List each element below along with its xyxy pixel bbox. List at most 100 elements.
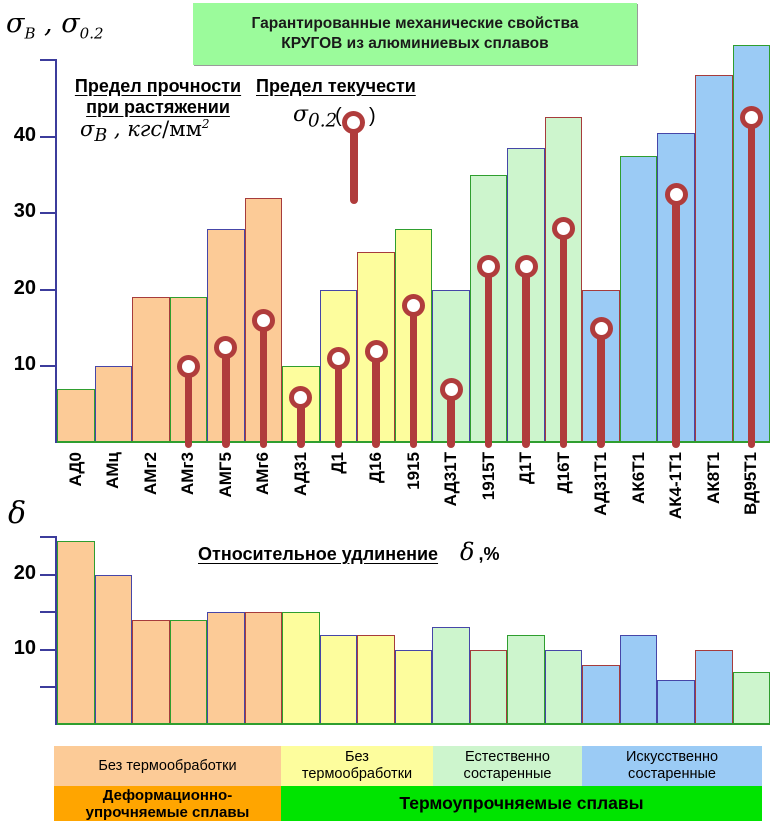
bar-Д1Т <box>507 634 545 725</box>
y-tick-label-20: 20 <box>13 561 36 584</box>
sigma-b-symbol: σ <box>6 8 25 39</box>
tensile-strength-label: Предел прочности при растяжении <box>60 76 256 118</box>
x-label-Д16: Д16 <box>366 452 385 484</box>
bar-АК6Т1 <box>619 155 658 443</box>
x-label-АМг3: АМг3 <box>178 452 198 495</box>
y-tick-label-10: 10 <box>13 353 36 376</box>
bar-АД31 <box>282 612 320 725</box>
y-tick-10 <box>40 365 57 368</box>
yield-marker-АК4-1Т1 <box>664 182 688 206</box>
legend-treatment-cell-3: Искусственно состаренные <box>582 746 762 786</box>
yield-marker-АМг6 <box>251 308 275 332</box>
bar-ВД95Т1 <box>732 672 771 725</box>
legend-treatment-text: Без термообработки <box>98 757 237 774</box>
units-comma: , <box>107 117 128 141</box>
sigma-separator: , <box>35 8 62 39</box>
bar-АМг3 <box>169 619 208 725</box>
x-label-АК6Т1: АК6Т1 <box>628 452 648 504</box>
bar-Д16 <box>357 634 395 725</box>
elongation-title-row: Относительное удлинение δ ,% <box>198 538 500 566</box>
x-label-АМг2: АМг2 <box>140 452 160 495</box>
y-axis-line <box>55 60 57 443</box>
yield-strength-label: Предел текучести <box>256 76 416 96</box>
sigma-02-formula-subscript: 0.2 <box>308 110 338 132</box>
legend-treatment-text: термообработки <box>301 766 413 782</box>
legend-alloy-class-cell-1: Термоупрочняемые сплавы <box>281 786 762 821</box>
yield-marker-stem-АД31 <box>297 397 305 448</box>
bar-АД31Т1 <box>582 664 620 725</box>
yield-strength-formula: σ0.2 <box>293 102 337 131</box>
y-tick-label-30: 30 <box>13 200 36 223</box>
legend-treatment-cell-2: Естественно состаренные <box>433 746 582 786</box>
x-label-Д1Т: Д1Т <box>516 452 536 484</box>
x-label-АК4-1Т1: АК4-1Т1 <box>666 452 686 520</box>
x-label-АД31Т1: АД31Т1 <box>591 452 611 516</box>
legend-treatment-text: Естественно <box>465 749 550 765</box>
x-label-АД31: АД31 <box>290 452 310 496</box>
legend-treatment-cell-0: Без термообработки <box>54 746 281 786</box>
yield-marker-stem-АМГ5 <box>222 347 230 448</box>
bar-Д1 <box>319 634 358 725</box>
yield-marker-Д16 <box>364 339 388 363</box>
units-mm: /мм <box>162 117 202 141</box>
yield-marker-1915 <box>402 293 426 317</box>
y-axis-line <box>55 537 57 725</box>
bar-АМГ5 <box>207 612 245 725</box>
bar-Д16Т <box>544 649 583 725</box>
bar-1915 <box>394 649 433 725</box>
x-label-АК8Т1: АК8Т1 <box>703 452 723 504</box>
x-label-АД0: АД0 <box>65 452 85 487</box>
y-tick-10 <box>40 648 57 651</box>
yield-marker-1915Т <box>477 255 501 279</box>
legend-treatment-cell-1: Без термообработки <box>281 746 433 786</box>
y-tick-30 <box>40 212 57 215</box>
bar-АМг2 <box>132 297 170 443</box>
legend-treatment-text: Искусственно <box>625 749 719 765</box>
x-label-ВД95Т1: ВД95Т1 <box>741 452 761 515</box>
x-label-АМГ5: АМГ5 <box>215 452 235 498</box>
x-label-АМц: АМц <box>103 452 123 489</box>
elongation-delta-symbol: δ <box>460 538 475 566</box>
bar-АД0 <box>57 389 95 443</box>
x-label-1915: 1915 <box>403 452 423 490</box>
legend-alloy-class-text: Деформационно- <box>102 786 233 804</box>
y-tick-20 <box>40 573 57 576</box>
title-line1: Гарантированные механические свойства <box>251 15 579 32</box>
sigma-b-subscript: B <box>24 24 36 43</box>
yield-marker-stem-АД31Т1 <box>597 328 605 448</box>
bar-АМц <box>94 366 133 443</box>
yield-marker-АД31 <box>289 385 313 409</box>
legend-alloy-class-cell-0: Деформационно-упрочняемые сплавы <box>54 786 281 821</box>
x-label-Д1: Д1 <box>328 452 348 474</box>
yield-marker-АД31Т <box>439 377 463 401</box>
sigma-02-subscript: 0.2 <box>79 24 104 43</box>
yield-marker-stem-Д16 <box>372 351 380 448</box>
paren-close: ) <box>369 105 376 127</box>
bar-АК4-1Т1 <box>657 679 695 725</box>
sigma-b-formula-symbol: σ <box>80 117 95 141</box>
yield-marker-stem-АМг6 <box>259 320 268 448</box>
sigma-02-formula-symbol: σ <box>293 102 309 127</box>
units-exponent: 2 <box>201 117 210 131</box>
bar-АМг6 <box>244 612 283 725</box>
legend-treatment-text: состаренные <box>628 766 716 782</box>
legend-alloy-class-text: Термоупрочняемые сплавы <box>399 793 644 813</box>
y-tick-15 <box>40 611 57 614</box>
y-axis-title-sigma: σB , σ0.2 <box>6 8 104 42</box>
x-label-Д16Т: Д16Т <box>553 452 573 494</box>
yield-marker-Д1Т <box>514 255 538 279</box>
elongation-units: ,% <box>478 544 500 564</box>
y-tick-label-10: 10 <box>13 636 36 659</box>
units-kgs: кгс <box>127 117 163 141</box>
x-label-АМг6: АМг6 <box>253 452 273 495</box>
bar-АМц <box>94 574 133 725</box>
yield-marker-АД31Т1 <box>589 316 613 340</box>
bar-АД0 <box>57 540 95 725</box>
yield-marker-ВД95Т1 <box>739 105 763 129</box>
y-tick-50 <box>40 59 57 61</box>
bar-АК8Т1 <box>695 75 733 443</box>
yield-marker-stem-Д16Т <box>559 228 568 448</box>
yield-marker-АМг3 <box>176 354 200 378</box>
yield-marker-stem-АМг3 <box>184 366 193 448</box>
